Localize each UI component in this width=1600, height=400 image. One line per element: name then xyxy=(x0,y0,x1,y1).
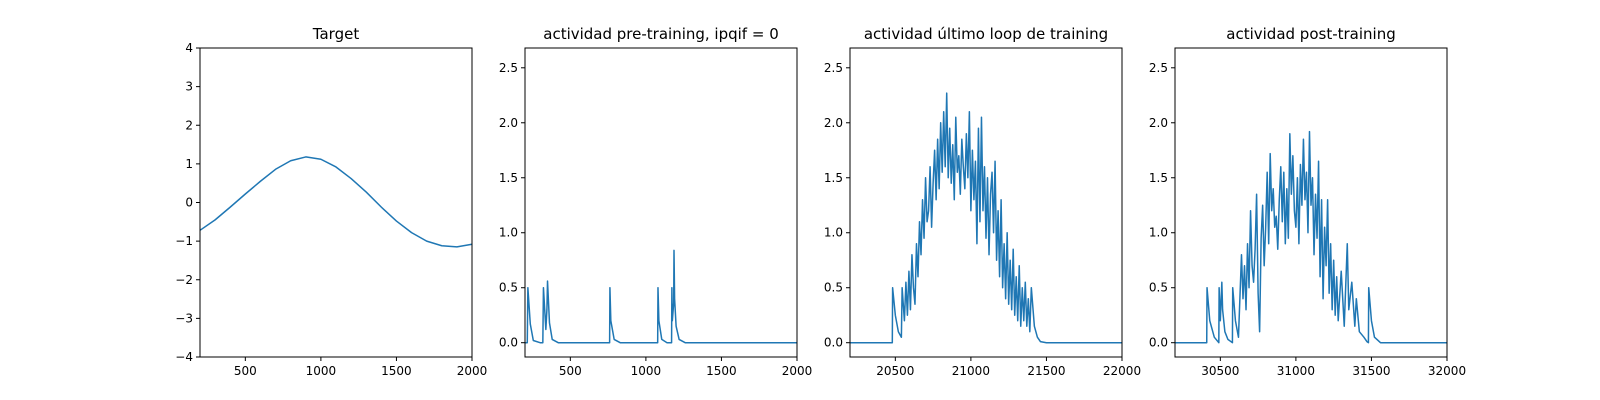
x-tick-label: 500 xyxy=(559,364,582,378)
y-tick-label: 4 xyxy=(185,41,193,55)
x-tick-label: 20500 xyxy=(876,364,914,378)
y-tick-label: 1.0 xyxy=(499,226,518,240)
y-tick-label: 0.0 xyxy=(499,336,518,350)
plot-frame xyxy=(524,47,798,358)
y-tick-label: 2 xyxy=(185,118,193,132)
chart-panel-1: 500 1000 1500 2000 −4 −3 −2 −1 0 1 2 3 4 Target xyxy=(175,25,487,378)
x-tick-label: 2000 xyxy=(457,364,488,378)
x-tick-label: 500 xyxy=(234,364,257,378)
series-line xyxy=(1175,130,1447,344)
y-tick-label: 1 xyxy=(185,157,193,171)
y-tick-label: 0 xyxy=(185,196,193,210)
plot-frame xyxy=(199,47,473,358)
x-tick-label: 1000 xyxy=(631,364,662,378)
x-tick-label: 2000 xyxy=(782,364,813,378)
series-line xyxy=(850,92,1122,344)
x-tick-label: 1500 xyxy=(381,364,412,378)
y-tick-label: 0.5 xyxy=(1149,281,1168,295)
plot-frame xyxy=(1174,47,1448,358)
y-tick-label: −3 xyxy=(175,311,193,325)
x-tick-label: 1500 xyxy=(706,364,737,378)
chart-title: actividad pre-training, ipqif = 0 xyxy=(543,25,779,43)
chart-panel-4: 30500 31000 31500 32000 0.0 0.5 1.0 1.5 2.0 2.5 ac… xyxy=(1149,25,1466,378)
y-tick-label: 0.5 xyxy=(499,281,518,295)
chart-panel-3: 20500 21000 21500 22000 0.0 0.5 1.0 1.5 2.0 2.5 ac… xyxy=(824,25,1141,378)
x-tick-label: 31000 xyxy=(1277,364,1315,378)
y-tick-label: 1.5 xyxy=(499,171,518,185)
x-tick-label: 21500 xyxy=(1027,364,1065,378)
plot-frame xyxy=(849,47,1123,358)
y-tick-label: 1.0 xyxy=(824,226,843,240)
y-tick-label: −1 xyxy=(175,234,193,248)
chart-title: actividad último loop de training xyxy=(864,25,1108,43)
x-tick-label: 32000 xyxy=(1428,364,1466,378)
y-tick-label: 2.0 xyxy=(824,116,843,130)
y-tick-label: 0.5 xyxy=(824,281,843,295)
y-tick-label: 0.0 xyxy=(824,336,843,350)
y-tick-label: 1.0 xyxy=(1149,226,1168,240)
y-tick-label: 2.0 xyxy=(499,116,518,130)
x-tick-label: 31500 xyxy=(1352,364,1390,378)
series-line xyxy=(199,156,473,248)
y-tick-label: 3 xyxy=(185,80,193,94)
y-tick-label: 2.5 xyxy=(499,61,518,75)
x-tick-label: 21000 xyxy=(952,364,990,378)
chart-panel-2: 500 1000 1500 2000 0.0 0.5 1.0 1.5 2.0 2.5 activid… xyxy=(499,25,812,378)
y-tick-label: −2 xyxy=(175,273,193,287)
chart-title: Target xyxy=(312,25,360,43)
y-tick-label: 2.5 xyxy=(824,61,843,75)
y-tick-label: 2.5 xyxy=(1149,61,1168,75)
chart-title: actividad post-training xyxy=(1226,25,1395,43)
x-tick-label: 22000 xyxy=(1103,364,1141,378)
x-tick-label: 1000 xyxy=(306,364,337,378)
y-tick-label: 1.5 xyxy=(824,171,843,185)
series-line xyxy=(525,249,797,344)
y-tick-label: 2.0 xyxy=(1149,116,1168,130)
y-tick-label: −4 xyxy=(175,350,193,364)
y-tick-label: 1.5 xyxy=(1149,171,1168,185)
x-tick-label: 30500 xyxy=(1201,364,1239,378)
y-tick-label: 0.0 xyxy=(1149,336,1168,350)
